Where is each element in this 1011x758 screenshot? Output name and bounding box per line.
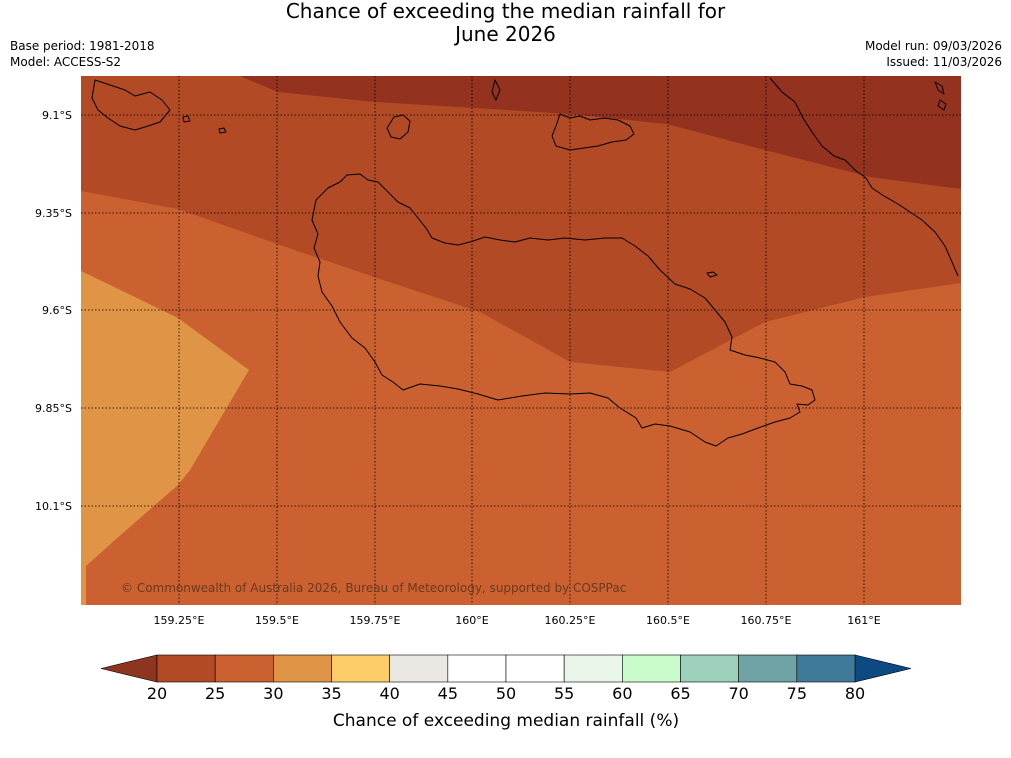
islet-coastline-4: [934, 81, 945, 95]
zone-35-40: [81, 271, 249, 605]
colorbar-segment: [680, 654, 739, 683]
meta-left: Base period: 1981-2018 Model: ACCESS-S2: [10, 39, 155, 70]
zone-25-30: [81, 76, 961, 372]
colorbar-title: Chance of exceeding median rainfall (%): [333, 711, 679, 731]
map-title: Chance of exceeding the median rainfall …: [0, 0, 1011, 46]
colorbar-over-arrow: [854, 654, 912, 683]
lat-label: 9.1°S: [42, 109, 72, 122]
colorbar-segments: [156, 654, 856, 683]
lon-label: 161°E: [847, 614, 880, 627]
colorbar-tick-label: 60: [612, 684, 632, 703]
colorbar-tick-label: 45: [438, 684, 458, 703]
model-run-text: Model run: 09/03/2026: [864, 39, 1002, 53]
colorbar-segment: [738, 654, 798, 683]
colorbar-tick-label: 25: [205, 684, 225, 703]
copyright-notice: © Commonwealth of Australia 2026, Bureau…: [121, 581, 626, 595]
colorbar-tick-label: 35: [321, 684, 341, 703]
zone-20-25: [240, 76, 961, 189]
model-text: Model: ACCESS-S2: [10, 54, 122, 69]
colorbar-segment: [563, 654, 623, 683]
colorbar-segment: [447, 654, 507, 683]
malaita-coastline: [769, 77, 959, 277]
longitude-labels: 159.25°E 159.5°E 159.75°E 160°E 160.25°E…: [154, 614, 881, 627]
lat-label: 10.1°S: [35, 500, 72, 513]
title-line-1: Chance of exceeding the median rainfall …: [285, 0, 726, 23]
islet-coastline-5: [937, 99, 947, 111]
latitude-labels: 9.1°S 9.35°S 9.6°S 9.85°S 10.1°S: [35, 109, 72, 513]
colorbar-tick-label: 40: [379, 684, 399, 703]
colorbar-segment: [796, 654, 856, 683]
map-plot-area: © Commonwealth of Australia 2026, Bureau…: [81, 76, 961, 605]
colorbar-under-arrow: [100, 654, 158, 683]
colorbar: 20 25 30 35 40 45 50 55 60 65 70 75 80 Chance of exc…: [100, 654, 912, 731]
small-island-coastline: [386, 114, 411, 140]
colorbar-segment: [214, 654, 274, 683]
colorbar-tick-label: 30: [263, 684, 283, 703]
graticule: [81, 76, 961, 605]
colorbar-tick-labels: 20 25 30 35 40 45 50 55 60 65 70 75 80: [147, 684, 865, 703]
colorbar-tick-label: 20: [147, 684, 167, 703]
colorbar-segment: [273, 654, 332, 683]
colorbar-tick-label: 75: [787, 684, 807, 703]
coastlines: [91, 77, 959, 447]
lon-label: 159.75°E: [350, 614, 401, 627]
florida-islands-coastline: [551, 113, 635, 151]
lat-label: 9.85°S: [35, 402, 72, 415]
lat-label: 9.35°S: [35, 207, 72, 220]
colorbar-tick-label: 50: [496, 684, 516, 703]
colorbar-tick-label: 80: [845, 684, 865, 703]
lon-label: 159.25°E: [154, 614, 205, 627]
islet-coastline-3: [491, 79, 501, 101]
colorbar-segment: [622, 654, 681, 683]
colorbar-tick-label: 65: [670, 684, 690, 703]
russell-islands-coastline: [91, 79, 171, 131]
colorbar-segment: [156, 654, 216, 683]
colorbar-segment: [331, 654, 390, 683]
lon-label: 160.25°E: [545, 614, 596, 627]
base-period-text: Base period: 1981-2018: [10, 39, 155, 53]
lon-label: 159.5°E: [255, 614, 299, 627]
lon-label: 160.5°E: [646, 614, 690, 627]
lon-label: 160°E: [455, 614, 488, 627]
lon-label: 160.75°E: [741, 614, 792, 627]
savo-coastline: [706, 271, 718, 278]
colorbar-segment: [389, 654, 449, 683]
colorbar-segment: [505, 654, 565, 683]
islet-coastline-2: [218, 127, 227, 134]
lat-label: 9.6°S: [42, 304, 72, 317]
issued-text: Issued: 11/03/2026: [886, 54, 1002, 69]
title-line-2: June 2026: [455, 22, 556, 46]
guadalcanal-coastline: [311, 173, 816, 447]
meta-right: Model run: 09/03/2026 Issued: 11/03/2026: [865, 39, 1002, 70]
colorbar-tick-label: 55: [554, 684, 574, 703]
islet-coastline-1: [182, 115, 191, 123]
colorbar-tick-label: 70: [728, 684, 748, 703]
